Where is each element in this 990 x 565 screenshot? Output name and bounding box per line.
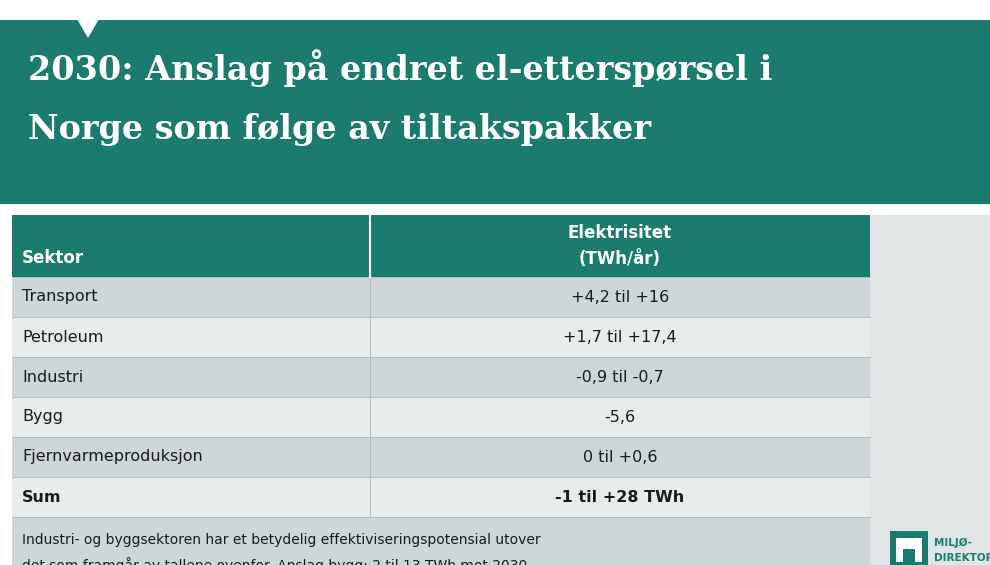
Text: Bygg: Bygg — [22, 410, 63, 424]
Text: Norge som følge av tiltakspakker: Norge som følge av tiltakspakker — [28, 114, 651, 146]
Text: Transport: Transport — [22, 289, 98, 305]
Bar — [12, 437, 870, 477]
Text: Sektor: Sektor — [22, 249, 84, 267]
Bar — [12, 277, 870, 317]
Text: Industri: Industri — [22, 370, 83, 385]
Text: 2030: Anslag på endret el-etterspørsel i: 2030: Anslag på endret el-etterspørsel i — [28, 49, 772, 87]
Text: Fjernvarmeproduksjon: Fjernvarmeproduksjon — [22, 450, 203, 464]
Polygon shape — [66, 0, 110, 38]
Bar — [12, 357, 870, 397]
Bar — [12, 397, 870, 437]
Bar — [0, 0, 990, 20]
Text: Industri- og byggsektoren har et betydelig effektiviseringspotensial utover
det : Industri- og byggsektoren har et betydel… — [22, 533, 541, 565]
Text: Sum: Sum — [22, 489, 61, 505]
Text: -5,6: -5,6 — [605, 410, 636, 424]
Bar — [903, 549, 915, 562]
Bar — [12, 215, 870, 277]
Bar — [896, 538, 922, 562]
Text: DIREKTORATET: DIREKTORATET — [934, 553, 990, 563]
Text: +4,2 til +16: +4,2 til +16 — [571, 289, 669, 305]
Text: -0,9 til -0,7: -0,9 til -0,7 — [576, 370, 664, 385]
Bar — [12, 317, 870, 357]
Bar — [0, 0, 990, 20]
Text: MILJØ-: MILJØ- — [934, 538, 972, 548]
Bar — [870, 215, 990, 565]
Bar — [890, 531, 928, 565]
Text: 0 til +0,6: 0 til +0,6 — [583, 450, 657, 464]
Text: Elektrisitet
(TWh/år): Elektrisitet (TWh/år) — [568, 224, 672, 267]
Polygon shape — [66, 0, 110, 38]
Bar — [12, 517, 870, 565]
Bar — [0, 20, 990, 205]
Bar — [12, 477, 870, 517]
Text: Petroleum: Petroleum — [22, 329, 104, 345]
Text: +1,7 til +17,4: +1,7 til +17,4 — [563, 329, 677, 345]
Text: -1 til +28 TWh: -1 til +28 TWh — [555, 489, 685, 505]
